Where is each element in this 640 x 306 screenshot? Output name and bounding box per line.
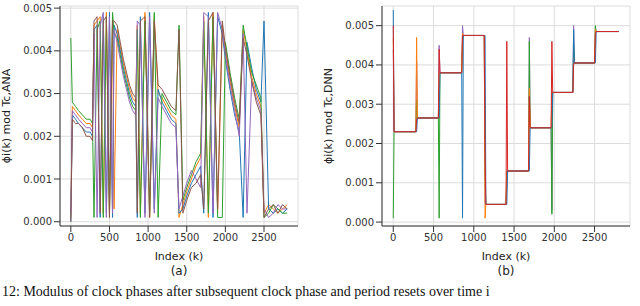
html-text:(a): (a) (170, 264, 188, 278)
svg-text:500: 500 (100, 232, 119, 243)
svg-text:ϕi(k) mod Tc,DNN: ϕi(k) mod Tc,DNN (322, 68, 335, 164)
svg-text:2500: 2500 (582, 232, 607, 243)
svg-text:0.001: 0.001 (345, 177, 374, 188)
svg-text:0.001: 0.001 (23, 174, 52, 185)
svg-text:Index (k): Index (k) (155, 250, 204, 262)
svg-text:0.003: 0.003 (345, 99, 374, 110)
html-text:12: Modulus of clock phases af: 12: Modulus of clock phases after subseq… (2, 284, 490, 299)
html-text:(b): (b) (497, 264, 515, 278)
svg-text:2500: 2500 (251, 232, 276, 243)
svg-text:0: 0 (68, 232, 74, 243)
svg-text:0.002: 0.002 (345, 138, 374, 149)
svg-text:0.005: 0.005 (23, 3, 52, 14)
svg-text:0.004: 0.004 (23, 45, 52, 56)
svg-text:500: 500 (424, 232, 443, 243)
svg-text:0.003: 0.003 (23, 88, 52, 99)
svg-text:2000: 2000 (213, 232, 238, 243)
svg-text:1500: 1500 (174, 232, 199, 243)
svg-text:0: 0 (390, 232, 396, 243)
svg-text:1000: 1000 (461, 232, 486, 243)
svg-text:1500: 1500 (501, 232, 526, 243)
svg-text:0.000: 0.000 (23, 216, 52, 227)
svg-text:0.002: 0.002 (23, 131, 52, 142)
svg-text:ϕi(k) mod Tc,ANA: ϕi(k) mod Tc,ANA (8, 68, 13, 163)
svg-text:0.000: 0.000 (345, 217, 374, 228)
svg-text:0.005: 0.005 (345, 20, 374, 31)
svg-text:0.004: 0.004 (345, 59, 374, 70)
svg-text:2000: 2000 (542, 232, 567, 243)
svg-text:Index (k): Index (k) (482, 250, 531, 262)
svg-text:1000: 1000 (135, 232, 160, 243)
